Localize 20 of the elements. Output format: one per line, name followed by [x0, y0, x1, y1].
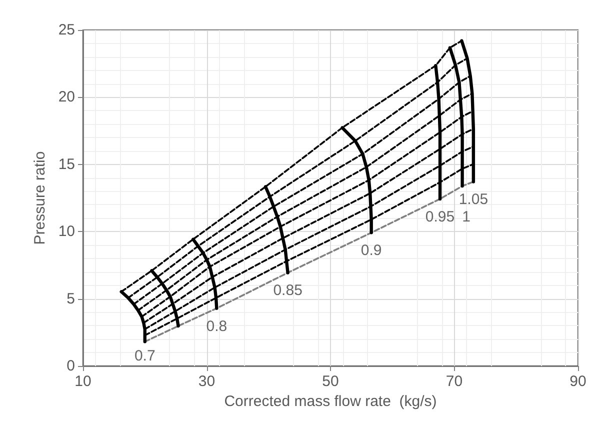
y-tick-label: 10 [58, 223, 75, 240]
annotation: 0.95 [425, 208, 455, 226]
annotation: 0.7 [134, 348, 156, 364]
y-tick-label: 20 [58, 88, 75, 106]
x-axis-title: Corrected mass flow rate (kg/s) [224, 393, 437, 410]
x-tick-label: 70 [446, 373, 463, 390]
y-tick-label: 5 [66, 290, 75, 308]
x-tick-label: 90 [570, 373, 586, 390]
line-series [264, 185, 290, 274]
y-axis-title: Pressure ratio [31, 151, 48, 245]
x-tick-label: 50 [322, 373, 339, 390]
annotation: 0.8 [206, 318, 228, 335]
y-tick-label: 15 [58, 156, 75, 173]
annotation: 1.05 [458, 191, 488, 208]
annotation: 1 [462, 208, 470, 226]
y-tick-label: 0 [66, 358, 75, 374]
y-tick-label: 25 [58, 22, 75, 38]
x-tick-label: 30 [198, 373, 216, 390]
annotation: 0.9 [360, 242, 382, 260]
annotation: 0.85 [273, 282, 302, 300]
